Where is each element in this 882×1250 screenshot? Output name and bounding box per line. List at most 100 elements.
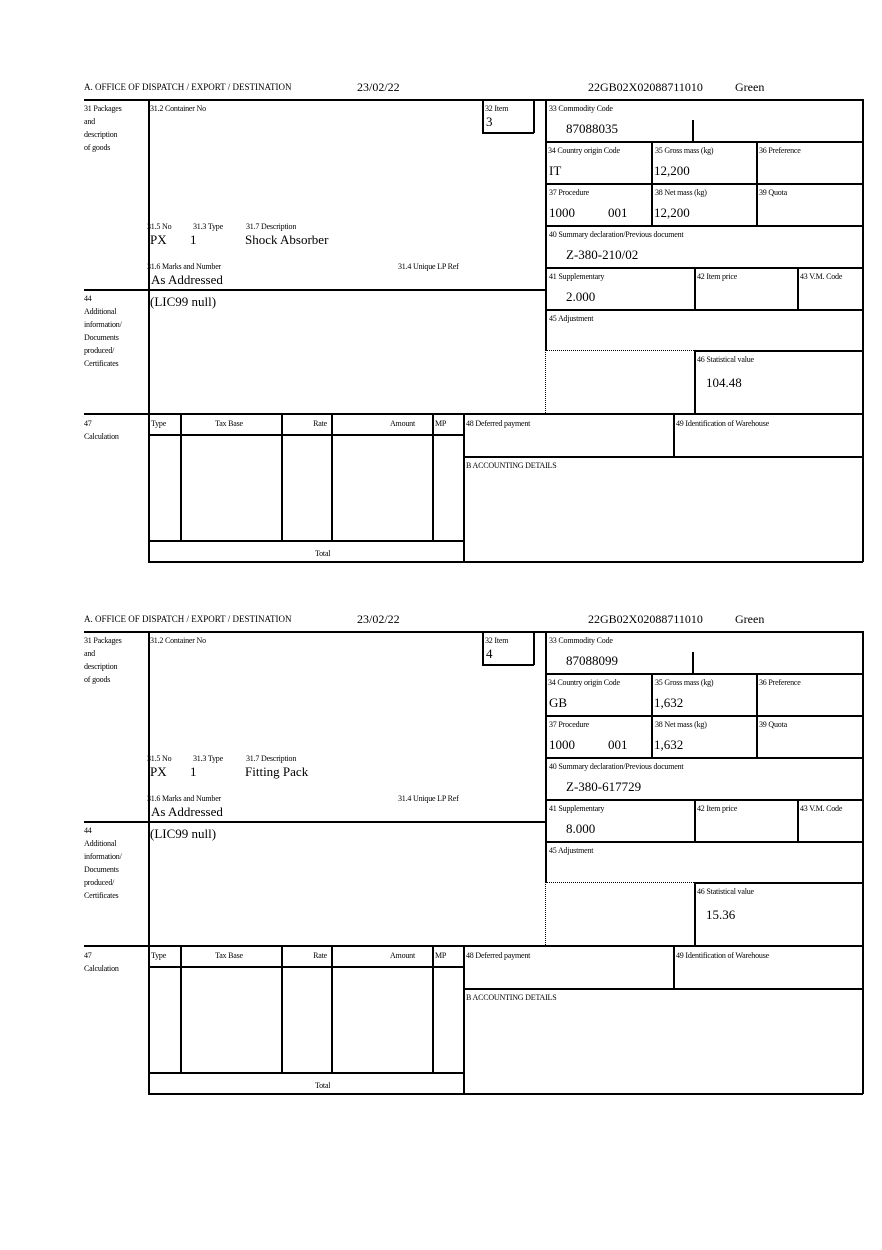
packages-label: of goods: [84, 143, 111, 152]
divider: [673, 413, 675, 457]
divider: [84, 289, 546, 291]
package-type: 1: [190, 232, 197, 247]
divider: [463, 456, 863, 458]
divider: [463, 1072, 465, 1094]
divider: [482, 132, 534, 134]
accounting-details-label: B ACCOUNTING DETAILS: [466, 993, 557, 1002]
divider: [180, 945, 182, 1073]
additional-info-label: Additional: [84, 839, 117, 848]
divider: [694, 799, 696, 842]
calc-column-header: Tax Base: [215, 419, 243, 428]
divider: [673, 945, 675, 989]
divider: [545, 225, 863, 227]
container-no-label: 31.2 Container No: [150, 104, 206, 113]
route-status: Green: [735, 612, 765, 626]
marks-value: As Addressed: [151, 804, 223, 819]
divider: [651, 673, 653, 758]
additional-info-value: (LIC99 null): [150, 294, 217, 309]
country-origin-label: 34 Country origin Code: [548, 678, 620, 687]
divider: [463, 413, 465, 541]
package-no: PX: [150, 764, 167, 779]
route-status: Green: [735, 80, 765, 94]
declaration-date: 23/02/22: [357, 612, 400, 626]
marks-label: 31.6 Marks and Number: [147, 794, 222, 803]
divider: [331, 945, 333, 1073]
country-origin: IT: [549, 163, 562, 178]
marks-value: As Addressed: [151, 272, 223, 287]
warehouse-label: 49 Identification of Warehouse: [676, 419, 769, 428]
calculation-label: 47: [84, 951, 92, 960]
unique-lp-ref-label: 31.4 Unique LP Ref: [398, 794, 459, 803]
additional-info-label: produced/: [84, 346, 115, 355]
procedure-label: 37 Procedure: [549, 188, 590, 197]
goods-description: Fitting Pack: [245, 764, 309, 779]
packages-label: description: [84, 662, 118, 671]
quota-label: 39 Quota: [759, 188, 787, 197]
packages-label: and: [84, 649, 95, 658]
divider: [862, 631, 864, 1094]
preference-label: 36 Preference: [759, 678, 801, 687]
item-number: 4: [486, 646, 493, 661]
calc-column-header: Type: [151, 951, 167, 960]
procedure-additional-code: 001: [608, 205, 628, 220]
adjustment-label: 45 Adjustment: [549, 846, 594, 855]
packages-label: 31 Packages: [84, 104, 122, 113]
item-price-label: 42 Item price: [697, 804, 738, 813]
additional-info-label: Additional: [84, 307, 117, 316]
item-label: 32 Item: [485, 104, 509, 113]
dotted-divider: [545, 350, 546, 413]
divider: [797, 267, 799, 310]
description-label: 31.7 Description: [246, 222, 297, 231]
no-label: 31.5 No: [147, 754, 172, 763]
divider: [692, 120, 694, 142]
type-label: 31.3 Type: [193, 222, 223, 231]
additional-info-label: Documents: [84, 865, 119, 874]
divider: [463, 540, 465, 562]
dotted-divider: [545, 882, 694, 883]
commodity-code: 87088099: [566, 653, 618, 668]
divider: [694, 350, 696, 414]
marks-label: 31.6 Marks and Number: [147, 262, 222, 271]
statistical-value: 104.48: [706, 375, 742, 390]
divider: [331, 413, 333, 541]
net-mass: 12,200: [654, 205, 690, 220]
statistical-value-label: 46 Statistical value: [697, 887, 754, 896]
deferred-payment-label: 48 Deferred payment: [466, 419, 531, 428]
divider: [482, 99, 484, 133]
commodity-code-label: 33 Commodity Code: [549, 104, 613, 113]
summary-declaration-label: 40 Summary declaration/Previous document: [549, 230, 684, 239]
divider: [148, 1093, 863, 1095]
commodity-code-label: 33 Commodity Code: [549, 636, 613, 645]
divider: [148, 561, 863, 563]
description-label: 31.7 Description: [246, 754, 297, 763]
divider: [694, 267, 696, 310]
divider: [463, 945, 465, 1073]
divider: [84, 945, 863, 947]
calc-column-header: Amount: [389, 419, 415, 428]
divider: [482, 631, 484, 665]
divider: [545, 267, 863, 269]
goods-description: Shock Absorber: [245, 232, 329, 247]
item-price-label: 42 Item price: [697, 272, 738, 281]
warehouse-label: 49 Identification of Warehouse: [676, 951, 769, 960]
divider: [545, 757, 863, 759]
additional-info-label: 44: [84, 294, 92, 303]
calc-column-header: Rate: [313, 419, 327, 428]
statistical-value-label: 46 Statistical value: [697, 355, 754, 364]
net-mass-label: 38 Net mass (kg): [655, 720, 707, 729]
summary-declaration: Z-380-210/02: [566, 247, 639, 262]
declaration-reference: 22GB02X02088711010: [588, 80, 703, 94]
divider: [84, 631, 863, 633]
net-mass: 1,632: [654, 737, 684, 752]
item-number: 3: [486, 114, 493, 129]
additional-info-label: Certificates: [84, 891, 119, 900]
divider: [694, 882, 863, 884]
calculation-label: Calculation: [84, 432, 119, 441]
divider: [533, 99, 535, 133]
procedure-additional-code: 001: [608, 737, 628, 752]
divider: [694, 882, 696, 946]
package-type: 1: [190, 764, 197, 779]
procedure-label: 37 Procedure: [549, 720, 590, 729]
divider: [482, 664, 534, 666]
total-label: Total: [315, 549, 331, 558]
